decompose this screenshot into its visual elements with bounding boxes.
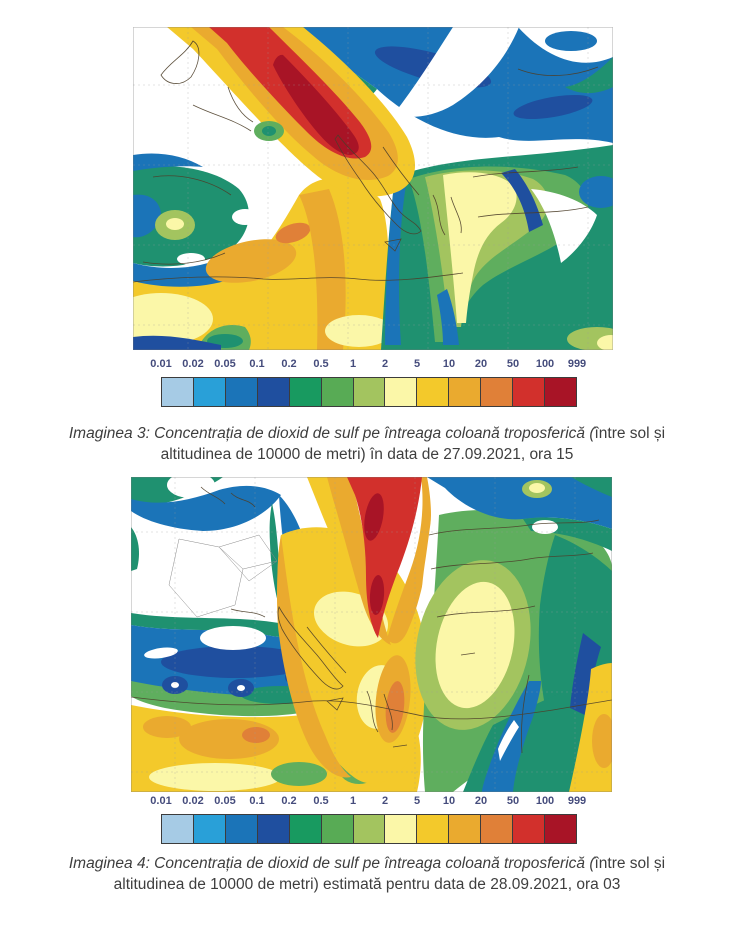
colorbar-tick-label: 0.01 xyxy=(150,358,172,370)
colorbar-tick-label: 0.5 xyxy=(313,795,329,807)
colorbar-cell xyxy=(289,815,322,843)
map4-coastlines xyxy=(131,486,612,754)
colorbar-cell xyxy=(353,378,386,406)
colorbar-tick-labels: 0.01 0.02 0.05 0.1 0.2 0.5 1 2 5 10 20 50 100 999 xyxy=(150,358,586,373)
colorbar-tick-label: 0.02 xyxy=(182,795,204,807)
map4-country-borders xyxy=(168,534,278,618)
map4-gridlines xyxy=(131,477,612,792)
colorbar-cell xyxy=(289,378,322,406)
colorbar-tick-label: 2 xyxy=(381,358,389,370)
colorbar-cell xyxy=(257,815,290,843)
so2-map-image-3 xyxy=(133,27,613,350)
colorbar-tick-label: 100 xyxy=(535,795,555,807)
colorbar-tick-label: 0.2 xyxy=(281,358,297,370)
colorbar-cell xyxy=(545,378,576,406)
colorbar-tick-label: 100 xyxy=(535,358,555,370)
colorbar-cell xyxy=(321,815,354,843)
map4-anatolia-region xyxy=(415,477,612,792)
colorbar-tick-label: 20 xyxy=(474,795,488,807)
colorbar-tick-label: 1 xyxy=(349,358,357,370)
map3-so2-plume xyxy=(167,27,416,197)
colorbar-cell xyxy=(225,378,258,406)
colorbar-tick-label: 0.1 xyxy=(249,795,265,807)
caption-italic-part: Imaginea 4: Concentrația de dioxid de su… xyxy=(68,855,595,872)
colorbar-cell xyxy=(481,378,514,406)
colorbar-tick-label: 50 xyxy=(506,795,520,807)
colorbar-tick-label: 999 xyxy=(567,795,587,807)
so2-concentration-map-figure-3 xyxy=(133,27,613,350)
map4-frame xyxy=(131,477,612,792)
colorbar-cell xyxy=(513,815,546,843)
map4-so2-plume xyxy=(277,477,431,784)
colorbar-tick-labels: 0.01 0.02 0.05 0.1 0.2 0.5 1 2 5 10 20 50 100 999 xyxy=(150,795,586,810)
colorbar xyxy=(161,377,577,407)
colorbar-cell xyxy=(449,815,482,843)
colorbar-cell xyxy=(385,815,418,843)
colorbar-tick-label: 0.5 xyxy=(313,358,329,370)
colorbar-tick-label: 10 xyxy=(442,358,456,370)
colorbar-cell xyxy=(162,378,194,406)
colorbar-tick-label: 20 xyxy=(474,358,488,370)
map3-coastlines xyxy=(133,40,599,283)
caption-regular-part: între sol și altitudinea de 10000 de met… xyxy=(160,425,666,463)
figure-3-caption: Imaginea 3: Concentrația de dioxid de su… xyxy=(42,423,692,465)
colorbar-tick-label: 50 xyxy=(506,358,520,370)
colorbar-cell xyxy=(321,378,354,406)
colorbar-cell xyxy=(257,378,290,406)
colorbar-tick-label: 0.1 xyxy=(249,358,265,370)
colorbar-legend-2: 0.01 0.02 0.05 0.1 0.2 0.5 1 2 5 10 20 50 100 999 xyxy=(150,795,586,844)
colorbar-cell xyxy=(225,815,258,843)
colorbar-cell xyxy=(481,815,514,843)
colorbar-tick-label: 0.02 xyxy=(182,358,204,370)
colorbar-tick-label: 0.05 xyxy=(214,358,236,370)
caption-italic-part: Imaginea 3: Concentrația de dioxid de su… xyxy=(68,425,595,442)
map3-gridlines xyxy=(133,27,613,350)
colorbar-tick-label: 5 xyxy=(413,358,421,370)
colorbar-cell xyxy=(385,378,418,406)
map3-frame xyxy=(133,27,613,350)
colorbar-tick-label: 0.2 xyxy=(281,795,297,807)
colorbar-tick-label: 0.01 xyxy=(150,795,172,807)
colorbar-cell xyxy=(193,378,226,406)
colorbar-cell xyxy=(353,815,386,843)
colorbar-tick-label: 5 xyxy=(413,795,421,807)
colorbar-tick-label: 2 xyxy=(381,795,389,807)
so2-map-image-4 xyxy=(131,477,612,792)
colorbar-legend-1: 0.01 0.02 0.05 0.1 0.2 0.5 1 2 5 10 20 50 100 999 xyxy=(150,358,586,407)
colorbar-cell xyxy=(545,815,576,843)
colorbar-tick-label: 999 xyxy=(567,358,587,370)
colorbar-tick-label: 0.05 xyxy=(214,795,236,807)
colorbar-tick-label: 10 xyxy=(442,795,456,807)
so2-concentration-map-figure-4 xyxy=(131,477,612,792)
colorbar-cell xyxy=(417,815,450,843)
colorbar-cell xyxy=(193,815,226,843)
colorbar xyxy=(161,814,577,844)
colorbar-tick-label: 1 xyxy=(349,795,357,807)
colorbar-cell xyxy=(513,378,546,406)
map3-north-africa-region xyxy=(133,178,393,350)
colorbar-cell xyxy=(162,815,194,843)
figure-4-caption: Imaginea 4: Concentrația de dioxid de su… xyxy=(42,853,692,895)
colorbar-cell xyxy=(449,378,482,406)
colorbar-cell xyxy=(417,378,450,406)
caption-regular-part: între sol și altitudinea de 10000 de met… xyxy=(113,855,666,893)
